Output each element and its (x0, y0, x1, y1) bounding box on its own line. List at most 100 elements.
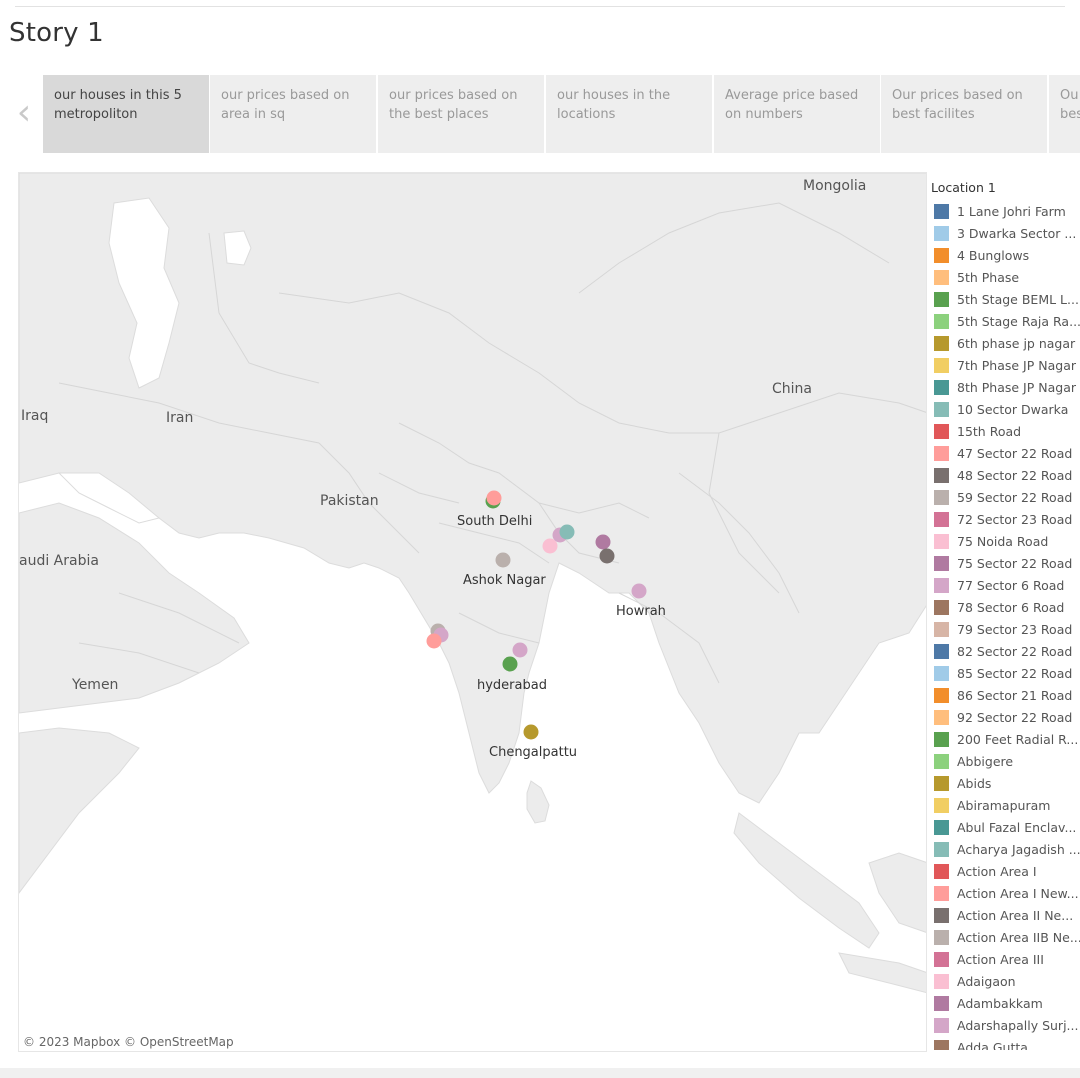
legend-item-label: Adarshapally Surj... (957, 1017, 1079, 1033)
legend-item[interactable]: 86 Sector 21 Road (928, 684, 1080, 706)
legend-item-label: 78 Sector 6 Road (957, 599, 1065, 615)
map-point[interactable] (523, 724, 539, 740)
legend-item-label: 15th Road (957, 423, 1022, 439)
legend-item-label: 7th Phase JP Nagar (957, 357, 1076, 373)
legend-swatch (934, 643, 949, 659)
legend-item[interactable]: Abiramapuram (928, 794, 1080, 816)
legend-item[interactable]: Abul Fazal Enclav... (928, 816, 1080, 838)
legend-item[interactable]: 82 Sector 22 Road (928, 640, 1080, 662)
story-navigator: ‹ our houses in this 5 metropoliton our … (0, 75, 1080, 153)
legend-item[interactable]: Adambakkam (928, 992, 1080, 1014)
legend-swatch (934, 247, 949, 263)
legend-swatch (934, 599, 949, 615)
legend-swatch (934, 797, 949, 813)
city-label-ashok-nagar: Ashok Nagar (463, 573, 546, 588)
legend-item[interactable]: Adda Gutta (928, 1036, 1080, 1050)
legend-item[interactable]: 85 Sector 22 Road (928, 662, 1080, 684)
legend-item[interactable]: 5th Stage BEML L... (928, 288, 1080, 310)
legend-item[interactable]: 7th Phase JP Nagar (928, 354, 1080, 376)
map-point[interactable] (595, 534, 611, 550)
legend-item[interactable]: Abids (928, 772, 1080, 794)
legend-swatch (934, 489, 949, 505)
legend-item[interactable]: 3 Dwarka Sector ... (928, 222, 1080, 244)
story-point-5[interactable]: Average price based on numbers (714, 75, 880, 153)
legend-item[interactable]: 75 Noida Road (928, 530, 1080, 552)
legend-item[interactable]: 5th Phase (928, 266, 1080, 288)
legend-item[interactable]: Action Area IIB Ne... (928, 926, 1080, 948)
legend-item[interactable]: 47 Sector 22 Road (928, 442, 1080, 464)
legend-item-label: Adambakkam (957, 995, 1043, 1011)
map-point[interactable] (502, 656, 518, 672)
legend-item[interactable]: Abbigere (928, 750, 1080, 772)
legend-item-label: Abiramapuram (957, 797, 1051, 813)
legend-item[interactable]: Adaigaon (928, 970, 1080, 992)
legend-item-label: 8th Phase JP Nagar (957, 379, 1076, 395)
legend-item-label: 5th Stage Raja Ra... (957, 313, 1080, 329)
legend-item[interactable]: 77 Sector 6 Road (928, 574, 1080, 596)
legend-item-label: Action Area III (957, 951, 1044, 967)
country-label-iraq: Iraq (21, 408, 49, 424)
city-label-hyderabad: hyderabad (477, 678, 547, 693)
legend-item[interactable]: Action Area I New... (928, 882, 1080, 904)
legend-item[interactable]: 200 Feet Radial R... (928, 728, 1080, 750)
legend-item[interactable]: 48 Sector 22 Road (928, 464, 1080, 486)
legend-item[interactable]: 10 Sector Dwarka (928, 398, 1080, 420)
story-point-6[interactable]: Our prices based on best facilites (881, 75, 1047, 153)
map-point[interactable] (426, 633, 442, 649)
story-point-4[interactable]: our houses in the locations (546, 75, 712, 153)
map-point[interactable] (559, 524, 575, 540)
legend-item-label: 82 Sector 22 Road (957, 643, 1073, 659)
legend-item[interactable]: Action Area I (928, 860, 1080, 882)
legend-item[interactable]: 59 Sector 22 Road (928, 486, 1080, 508)
legend-item[interactable]: 92 Sector 22 Road (928, 706, 1080, 728)
legend-item[interactable]: 1 Lane Johri Farm (928, 200, 1080, 222)
map-point[interactable] (631, 583, 647, 599)
legend-swatch (934, 401, 949, 417)
map-point[interactable] (495, 552, 511, 568)
map-point[interactable] (486, 490, 502, 506)
story-point-7[interactable]: Ou bes (1049, 75, 1080, 153)
legend-swatch (934, 225, 949, 241)
legend-item-label: 77 Sector 6 Road (957, 577, 1065, 593)
legend-item[interactable]: 15th Road (928, 420, 1080, 442)
country-label-yemen: Yemen (72, 677, 119, 693)
legend-item-label: Adaigaon (957, 973, 1016, 989)
legend-item[interactable]: 8th Phase JP Nagar (928, 376, 1080, 398)
legend-item-label: 4 Bunglows (957, 247, 1030, 263)
legend-item-label: Action Area I (957, 863, 1037, 879)
story-point-2[interactable]: our prices based on area in sq (210, 75, 376, 153)
legend-item[interactable]: Acharya Jagadish ... (928, 838, 1080, 860)
legend-swatch (934, 753, 949, 769)
legend-item-label: Action Area IIB Ne... (957, 929, 1080, 945)
story-point-1[interactable]: our houses in this 5 metropoliton (43, 75, 209, 153)
legend-item[interactable]: 79 Sector 23 Road (928, 618, 1080, 640)
legend-swatch (934, 775, 949, 791)
chevron-left-icon[interactable]: ‹ (16, 92, 32, 133)
story-point-3[interactable]: our prices based on the best places (378, 75, 544, 153)
color-legend: Location 1 1 Lane Johri Farm 3 Dwarka Sec… (928, 172, 1080, 1050)
legend-item[interactable]: 4 Bunglows (928, 244, 1080, 266)
legend-item[interactable]: Action Area II Ne... (928, 904, 1080, 926)
legend-item[interactable]: 75 Sector 22 Road (928, 552, 1080, 574)
map-point[interactable] (512, 642, 528, 658)
legend-item[interactable]: 72 Sector 23 Road (928, 508, 1080, 530)
legend-item-label: 6th phase jp nagar (957, 335, 1076, 351)
legend-item[interactable]: 6th phase jp nagar (928, 332, 1080, 354)
map-background (19, 173, 926, 1051)
legend-item[interactable]: Action Area III (928, 948, 1080, 970)
legend-swatch (934, 621, 949, 637)
map-attribution[interactable]: © 2023 Mapbox © OpenStreetMap (23, 1035, 234, 1049)
city-label-chengalpattu: Chengalpattu (489, 745, 578, 760)
legend-item[interactable]: Adarshapally Surj... (928, 1014, 1080, 1036)
map-point[interactable] (542, 538, 558, 554)
map-view[interactable]: Mongolia China Iraq Iran Pakistan audi A… (18, 172, 927, 1052)
legend-swatch (934, 577, 949, 593)
legend-swatch (934, 511, 949, 527)
legend-item-label: Action Area II Ne... (957, 907, 1074, 923)
legend-swatch (934, 995, 949, 1011)
legend-item[interactable]: 5th Stage Raja Ra... (928, 310, 1080, 332)
legend-swatch (934, 885, 949, 901)
map-point[interactable] (599, 548, 615, 564)
legend-swatch (934, 819, 949, 835)
legend-item[interactable]: 78 Sector 6 Road (928, 596, 1080, 618)
